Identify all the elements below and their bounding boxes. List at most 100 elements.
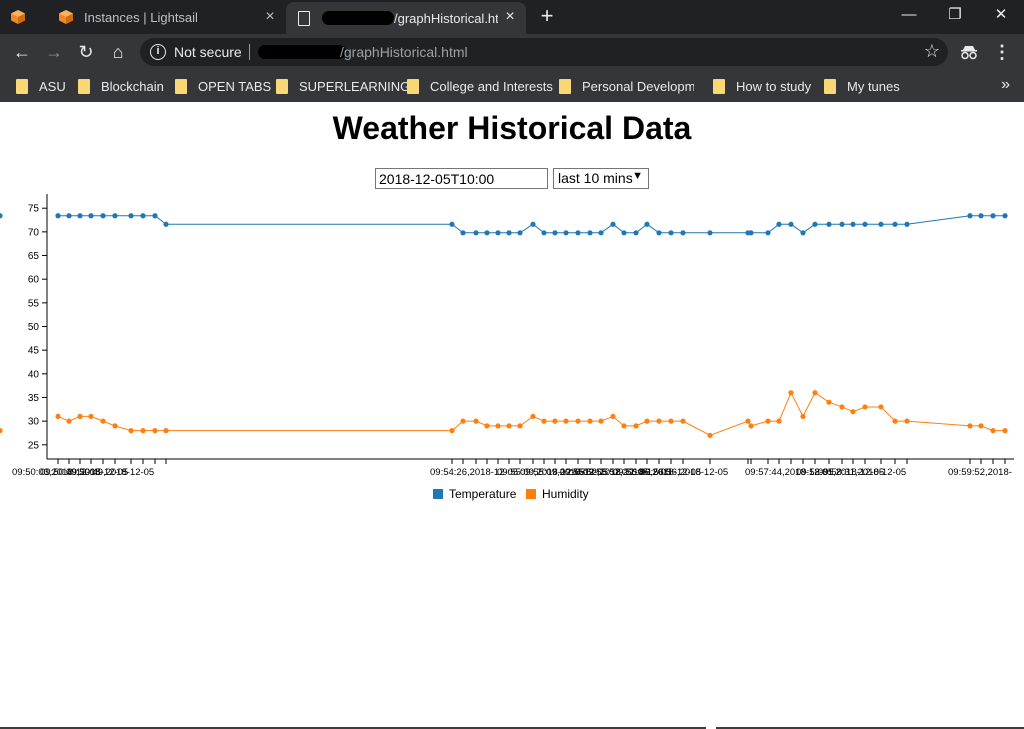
data-point-humidity: [587, 418, 593, 424]
bookmark-folder-superlearning[interactable]: SUPERLEARNING: [276, 77, 410, 95]
bookmark-star-icon[interactable]: ☆: [923, 41, 940, 61]
data-point-temperature: [850, 221, 856, 227]
data-point-humidity: [449, 428, 455, 434]
browser-toolbar: ← → ↻ ⌂ i Not secure /graphHistorical.ht…: [0, 34, 1024, 70]
legend-swatch-temperature: [433, 489, 443, 499]
data-point-temperature: [812, 221, 818, 227]
data-point-temperature: [826, 221, 832, 227]
data-point-temperature: [839, 221, 845, 227]
bookmark-folder-college[interactable]: College and Interests: [407, 77, 553, 95]
data-point-temperature: [765, 230, 771, 236]
restore-button[interactable]: ❐: [948, 6, 962, 23]
folder-icon: [713, 78, 725, 94]
data-point-temperature: [800, 230, 806, 236]
x-tick-label: 09:55:09,2018-12-05: [497, 467, 585, 478]
bookmark-folder-my-tunes[interactable]: My tunes: [824, 77, 900, 95]
browser-menu-icon[interactable]: ⋮: [993, 42, 1011, 62]
data-point-humidity: [163, 428, 169, 434]
bookmark-folder-open-tabs[interactable]: OPEN TABS: [175, 77, 271, 95]
bookmark-folder-personal[interactable]: Personal Developmen: [559, 77, 694, 95]
incognito-extension-icon[interactable]: [960, 44, 978, 60]
data-point-humidity: [904, 418, 910, 424]
folder-icon: [78, 78, 90, 94]
data-point-temperature: [163, 221, 169, 227]
y-tick-label: 60: [28, 275, 40, 286]
x-tick-label: 09:54:26,2018-12-05: [430, 467, 518, 478]
data-point-temperature: [967, 213, 973, 219]
home-button[interactable]: ⌂: [112, 42, 124, 62]
dropdown-arrow-icon: ▼: [632, 170, 643, 182]
bookmark-label: College and Interests: [430, 78, 553, 94]
data-point-temperature: [707, 230, 713, 236]
data-point-humidity: [668, 418, 674, 424]
data-point-humidity: [152, 428, 158, 434]
folder-icon: [16, 78, 28, 94]
chart-plot: [0, 213, 1008, 438]
data-point-humidity: [495, 423, 501, 429]
y-tick-label: 35: [28, 393, 40, 404]
data-point-temperature: [0, 213, 3, 219]
close-tab-icon[interactable]: ×: [505, 8, 515, 25]
address-bar[interactable]: i Not secure /graphHistorical.html ☆: [140, 38, 948, 66]
x-tick-label: 09:59:52,2018-: [948, 467, 1012, 478]
close-window-button[interactable]: ✕: [994, 6, 1008, 23]
tab-lightsail-pinned[interactable]: [0, 0, 48, 34]
new-tab-button[interactable]: +: [540, 3, 554, 28]
chart-axes: 25 30 35 40 45 50 55 60 65 70 75 09:50:03,2018-12-0…: [12, 194, 1014, 478]
data-point-temperature: [878, 221, 884, 227]
reload-button[interactable]: ↻: [78, 42, 94, 62]
x-tick-label: 09:55:09,2018-12-05: [520, 467, 608, 478]
x-tick-label: 09:56:36,2018-12-05: [640, 467, 728, 478]
data-point-humidity: [990, 428, 996, 434]
weather-line-chart: 25 30 35 40 45 50 55 60 65 70 75 09:50:03,2018-12-0…: [0, 194, 1014, 501]
data-point-temperature: [668, 230, 674, 236]
folder-icon: [276, 78, 288, 94]
data-point-temperature: [788, 221, 794, 227]
data-point-humidity: [656, 418, 662, 424]
redacted-host: [322, 11, 394, 25]
bookmark-folder-how-to-study[interactable]: How to study: [713, 77, 811, 95]
url-text: /graphHistorical.html: [340, 44, 468, 60]
info-icon[interactable]: i: [150, 44, 166, 60]
data-point-temperature: [152, 213, 158, 219]
y-tick-label: 50: [28, 322, 40, 333]
more-bookmarks-icon[interactable]: »: [1001, 76, 1010, 93]
data-point-temperature: [633, 230, 639, 236]
y-tick-label: 25: [28, 440, 40, 451]
data-point-temperature: [112, 213, 118, 219]
forward-button[interactable]: →: [45, 42, 63, 62]
y-tick-label: 65: [28, 251, 40, 262]
close-tab-icon[interactable]: ×: [265, 8, 275, 25]
window-bottom-edge: [0, 727, 706, 729]
data-point-humidity: [140, 428, 146, 434]
data-point-temperature: [598, 230, 604, 236]
datetime-input[interactable]: [375, 168, 548, 189]
bookmark-label: ASU: [39, 78, 66, 94]
x-tick-label: 09:56:36,2018-12-05: [613, 467, 701, 478]
legend-label-temperature: Temperature: [449, 487, 517, 501]
data-point-temperature: [978, 213, 984, 219]
data-point-humidity: [598, 418, 604, 424]
chart-legend: Temperature Humidity: [433, 487, 589, 501]
minimize-button[interactable]: —: [901, 6, 917, 23]
back-button[interactable]: ←: [13, 42, 31, 62]
folder-icon: [824, 78, 836, 94]
bookmark-folder-asu[interactable]: ASU: [16, 77, 66, 95]
tab-graph-historical[interactable]: /graphHistorical.htm ×: [286, 2, 526, 34]
series-line-humidity: [57, 391, 1005, 436]
x-tick-label: 09:50:49,2018-12-05: [40, 467, 128, 478]
data-point-temperature: [680, 230, 686, 236]
data-point-temperature: [530, 221, 536, 227]
data-point-humidity: [530, 413, 536, 420]
x-tick-label: 09:58:31,2018-12-05: [796, 467, 884, 478]
time-range-select[interactable]: last 10 mins ▼: [553, 168, 649, 189]
data-point-humidity: [77, 413, 83, 420]
data-point-temperature: [506, 230, 512, 236]
data-point-humidity: [541, 418, 547, 424]
data-point-humidity: [66, 418, 72, 424]
data-point-humidity: [55, 413, 61, 420]
data-point-humidity: [776, 418, 782, 424]
data-point-humidity: [892, 418, 898, 424]
tab-instances-lightsail[interactable]: Instances | Lightsail ×: [48, 0, 286, 34]
bookmark-folder-blockchain[interactable]: Blockchain: [78, 77, 164, 95]
